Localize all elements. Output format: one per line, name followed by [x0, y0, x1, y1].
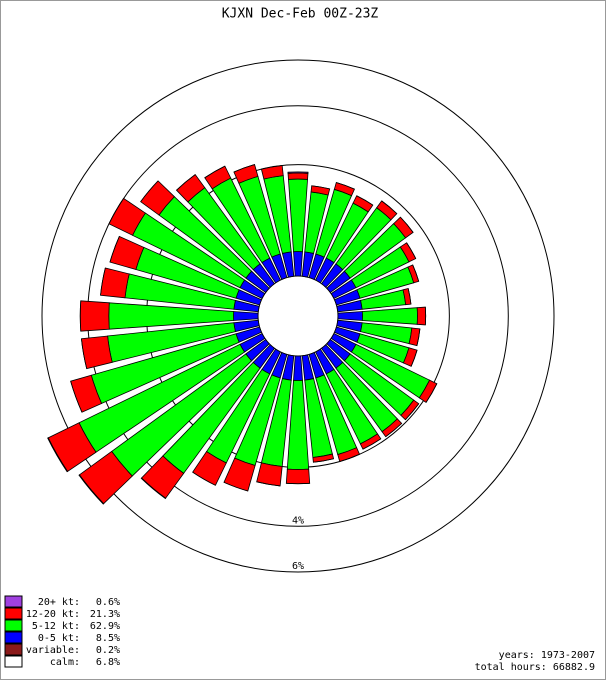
bar-segment	[192, 471, 216, 486]
legend-share: 6.8%	[96, 657, 120, 668]
total-hours: total hours: 66882.9	[475, 662, 595, 673]
bar-segment	[285, 468, 311, 485]
bar-segment	[287, 172, 309, 180]
bar-segment	[78, 474, 105, 505]
legend-name: 0-5 kt:	[38, 633, 80, 644]
bar-segment	[233, 164, 255, 173]
bar-segment	[233, 311, 259, 321]
legend-name: calm:	[50, 657, 80, 668]
bar-segment	[416, 306, 427, 326]
years: years: 1973-2007	[499, 650, 595, 661]
legend-swatch	[4, 619, 23, 632]
legend-share: 0.6%	[96, 597, 120, 608]
bar-segment	[412, 264, 420, 282]
bar-segment	[293, 251, 303, 277]
bar-segment	[287, 171, 309, 174]
bar-segment	[337, 311, 363, 321]
bar-segment	[416, 328, 421, 346]
bar-segment	[140, 477, 167, 500]
legend-name: variable:	[26, 645, 80, 656]
bar-segment	[100, 267, 130, 299]
ring	[41, 59, 555, 573]
legend-name: 12-20 kt:	[26, 609, 80, 620]
bar-segment	[79, 300, 82, 332]
bar-segment	[293, 355, 303, 381]
ring-label: 6%	[292, 561, 304, 572]
legend-swatch	[4, 643, 23, 656]
legend-share: 0.2%	[96, 645, 120, 656]
bar-segment	[70, 381, 83, 413]
bar-segment	[108, 198, 124, 224]
legend-swatch	[4, 631, 23, 644]
legend-swatch	[4, 655, 23, 668]
legend-swatch	[4, 607, 23, 620]
chart-title: KJXN Dec-Feb 00Z-23Z	[222, 7, 379, 22]
legend-name: 5-12 kt:	[32, 621, 80, 632]
ring-label: 4%	[292, 515, 304, 526]
bar-segment	[140, 180, 159, 202]
bars	[47, 164, 438, 505]
legend: 20+ kt: 0.6% 12-20 kt: 21.3% 5-12 kt: 62.9% 0-…	[4, 595, 120, 668]
legend-share: 8.5%	[96, 633, 120, 644]
bar-segment	[80, 335, 113, 370]
legend-name: 20+ kt:	[38, 597, 80, 608]
legend-swatch	[4, 595, 23, 608]
bar-segment	[47, 437, 69, 473]
legend-share: 62.9%	[90, 621, 120, 632]
bar-segment	[79, 300, 110, 332]
bar-segment	[400, 216, 414, 233]
legend-share: 21.3%	[90, 609, 120, 620]
